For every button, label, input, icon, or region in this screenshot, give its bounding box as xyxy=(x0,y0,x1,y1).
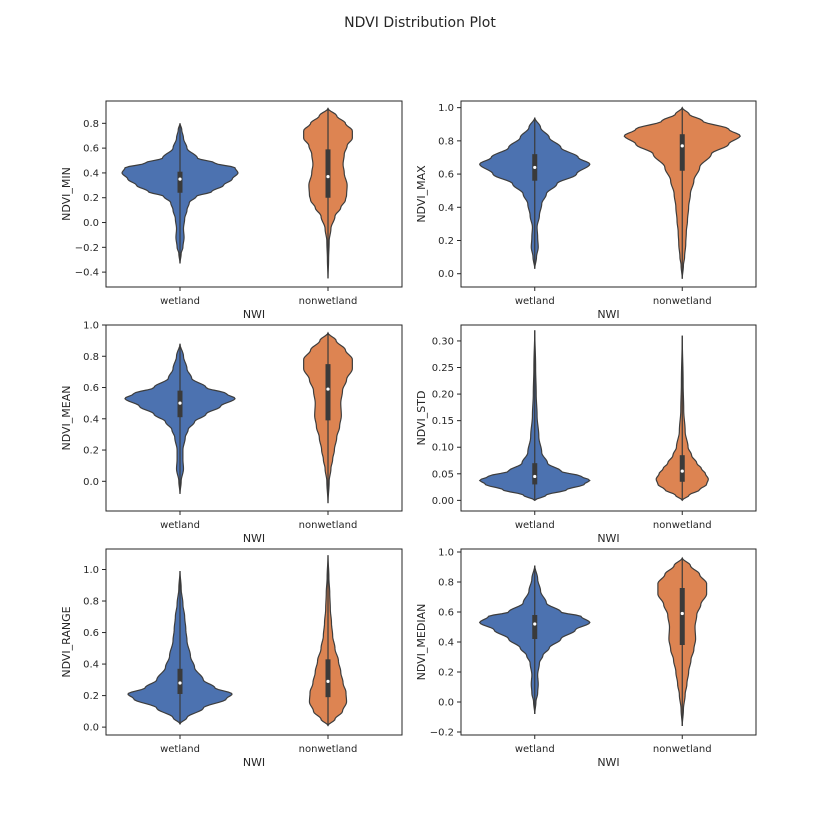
axes-frame xyxy=(105,548,403,736)
x-tick-label-nonwetland: nonwetland xyxy=(299,744,358,755)
y-tick-label: 1.0 xyxy=(438,548,454,559)
figure-title: NDVI Distribution Plot xyxy=(344,15,496,31)
y-tick-label: 0.6 xyxy=(438,608,454,619)
x-axis-label: NWI xyxy=(597,308,619,321)
subplot-grid: −0.4 −0.2 0.0 0.2 0.4 0.6 0.8 wetland nonwetland… xyxy=(60,100,757,769)
median-wetland xyxy=(178,177,182,181)
y-tick-label: −0.2 xyxy=(75,243,99,254)
subplot-ndvi-median: −0.2 0.0 0.2 0.4 0.6 0.8 1.0 wetland nonwetland N… xyxy=(415,548,757,769)
median-wetland xyxy=(533,474,537,479)
y-tick-label: 0.25 xyxy=(432,363,454,374)
y-tick-label: 0.2 xyxy=(438,668,454,679)
y-tick-label: 0.8 xyxy=(438,136,454,147)
median-nonwetland xyxy=(680,469,684,473)
y-tick-label: 0.05 xyxy=(432,469,454,480)
x-tick-label-nonwetland: nonwetland xyxy=(653,520,712,531)
y-tick-label: 1.0 xyxy=(83,565,99,576)
y-tick-label: 0.8 xyxy=(83,352,99,363)
y-tick-label: 0.4 xyxy=(438,203,454,214)
median-nonwetland xyxy=(326,679,330,684)
y-tick-label: 0.8 xyxy=(83,597,99,608)
x-tick-label-wetland: wetland xyxy=(160,744,200,755)
x-axis-label: NWI xyxy=(243,756,265,769)
y-axis-label: NDVI_RANGE xyxy=(60,606,73,677)
axes-frame xyxy=(105,100,403,288)
y-tick-label: −0.4 xyxy=(75,268,99,279)
x-tick-label-wetland: wetland xyxy=(160,296,200,307)
y-tick-label: 0.00 xyxy=(432,496,454,507)
x-tick-label-wetland: wetland xyxy=(515,296,555,307)
x-tick-label-nonwetland: nonwetland xyxy=(653,744,712,755)
y-tick-label: 0.4 xyxy=(83,414,99,425)
x-axis-label: NWI xyxy=(597,532,619,545)
subplot-ndvi-std: 0.00 0.05 0.10 0.15 0.20 0.25 0.30 wetland nonwe… xyxy=(415,324,757,545)
x-tick-label-nonwetland: nonwetland xyxy=(653,296,712,307)
y-tick-label: 0.30 xyxy=(432,336,454,347)
y-axis-label: NDVI_MEDIAN xyxy=(415,604,428,681)
y-tick-label: 0.6 xyxy=(83,144,99,155)
y-axis-label: NDVI_MIN xyxy=(60,167,73,221)
y-tick-label: 0.6 xyxy=(438,170,454,181)
y-tick-label: 1.0 xyxy=(438,103,454,114)
median-wetland xyxy=(178,401,182,405)
axes-frame xyxy=(460,100,757,288)
x-tick-label-nonwetland: nonwetland xyxy=(299,520,358,531)
y-tick-label: 0.0 xyxy=(438,698,454,709)
subplot-ndvi-mean: 0.0 0.2 0.4 0.6 0.8 1.0 wetland nonwetland NWI ND… xyxy=(60,321,403,545)
y-axis-label: NDVI_MEAN xyxy=(60,386,73,451)
x-tick-label-wetland: wetland xyxy=(515,744,555,755)
y-tick-label: 0.8 xyxy=(438,578,454,589)
y-tick-label: 0.2 xyxy=(83,691,99,702)
y-tick-label: 0.4 xyxy=(83,660,99,671)
y-tick-label: 0.2 xyxy=(83,193,99,204)
y-axis-label: NDVI_STD xyxy=(415,391,428,446)
y-tick-label: 1.0 xyxy=(83,321,99,332)
y-tick-label: −0.2 xyxy=(430,728,454,739)
median-wetland xyxy=(533,165,537,170)
median-wetland xyxy=(178,681,182,685)
subplot-ndvi-range: 0.0 0.2 0.4 0.6 0.8 1.0 wetland nonwetland NWI ND… xyxy=(60,548,403,769)
y-tick-label: 0.0 xyxy=(83,477,99,488)
x-tick-label-wetland: wetland xyxy=(160,520,200,531)
y-tick-label: 0.0 xyxy=(438,269,454,280)
y-tick-label: 0.0 xyxy=(83,218,99,229)
subplot-ndvi-min: −0.4 −0.2 0.0 0.2 0.4 0.6 0.8 wetland nonwetland… xyxy=(60,100,403,321)
y-tick-label: 0.0 xyxy=(83,723,99,734)
x-axis-label: NWI xyxy=(597,756,619,769)
median-wetland xyxy=(533,622,537,626)
y-tick-label: 0.15 xyxy=(432,416,454,427)
y-tick-label: 0.4 xyxy=(438,638,454,649)
y-tick-label: 0.8 xyxy=(83,119,99,130)
y-tick-label: 0.2 xyxy=(438,236,454,247)
axes-frame xyxy=(460,324,757,512)
x-tick-label-nonwetland: nonwetland xyxy=(299,296,358,307)
y-tick-label: 0.20 xyxy=(432,390,454,401)
y-tick-label: 0.2 xyxy=(83,446,99,457)
median-nonwetland xyxy=(326,387,330,391)
subplot-ndvi-max: 0.0 0.2 0.4 0.6 0.8 1.0 wetland nonwetland NWI ND… xyxy=(415,100,757,321)
median-nonwetland xyxy=(326,175,330,179)
axes-frame xyxy=(105,324,403,512)
x-tick-label-wetland: wetland xyxy=(515,520,555,531)
median-nonwetland xyxy=(680,144,684,148)
y-tick-label: 0.6 xyxy=(83,383,99,394)
y-tick-label: 0.10 xyxy=(432,443,454,454)
y-tick-label: 0.6 xyxy=(83,628,99,639)
y-axis-label: NDVI_MAX xyxy=(415,165,428,223)
median-nonwetland xyxy=(680,611,684,616)
x-axis-label: NWI xyxy=(243,532,265,545)
y-tick-label: 0.4 xyxy=(83,168,99,179)
x-axis-label: NWI xyxy=(243,308,265,321)
